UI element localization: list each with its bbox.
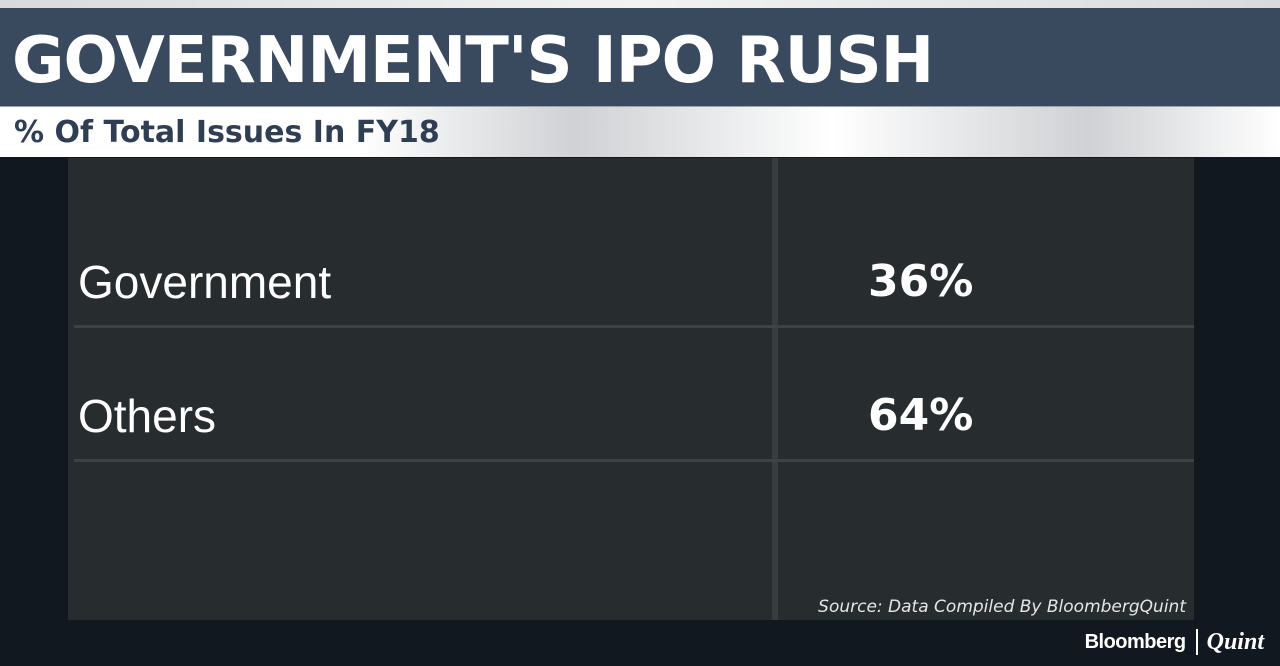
source-note: Source: Data Compiled By BloombergQuint (818, 597, 1186, 617)
top-accent-strip (0, 0, 1280, 8)
column-divider (772, 158, 778, 620)
subtitle-bar: % Of Total Issues In FY18 (0, 106, 1280, 157)
row-value-others: 64% (868, 390, 974, 441)
brand-logo: Bloomberg Quint (1085, 628, 1264, 656)
logo-bloomberg-wordmark: Bloomberg (1084, 630, 1187, 653)
row-divider (74, 459, 1194, 462)
logo-quint-wordmark: Quint (1206, 628, 1264, 655)
chart-title: GOVERNMENT'S IPO RUSH (12, 24, 934, 98)
row-value-government: 36% (868, 256, 974, 307)
row-divider (74, 325, 1194, 328)
row-label-government: Government (78, 256, 332, 308)
row-label-others: Others (78, 390, 217, 442)
title-bar: GOVERNMENT'S IPO RUSH (0, 8, 1280, 106)
data-table: Government 36% Others 64% Source: Data C… (68, 158, 1194, 620)
chart-subtitle: % Of Total Issues In FY18 (14, 115, 440, 150)
logo-separator (1195, 629, 1198, 655)
